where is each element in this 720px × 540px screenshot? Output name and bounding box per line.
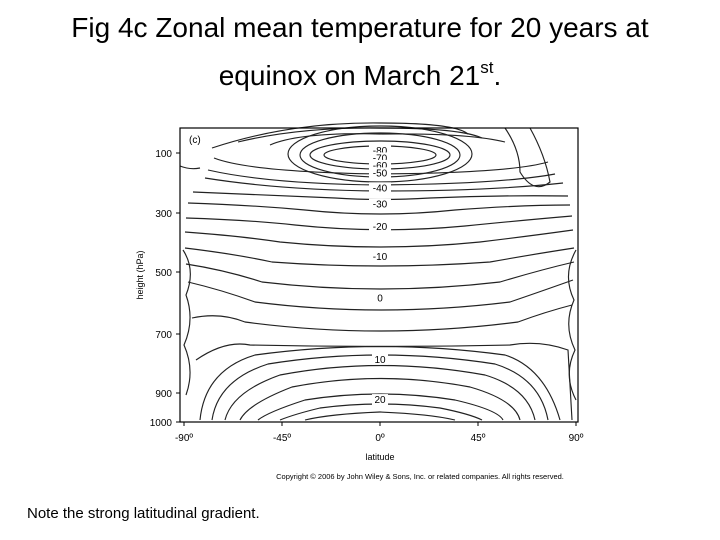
y-tick-label: 100 — [155, 149, 172, 160]
slide-note: Note the strong latitudinal gradient. — [27, 505, 260, 522]
contour-label-bg — [369, 167, 391, 179]
contour-label-bg — [372, 394, 388, 406]
contour-label: -30 — [373, 200, 388, 211]
y-tick-label: 500 — [155, 268, 172, 279]
contour-label-bg — [375, 292, 385, 304]
contour-label-bg — [369, 152, 391, 164]
x-axis-label: latitude — [365, 452, 394, 462]
x-tick-label: 90º — [569, 433, 584, 444]
contour-labels: -80-70-60-50 -40 -30 -20 -10 0 10 20 — [369, 145, 391, 406]
contour-label: -50 — [373, 168, 388, 179]
y-tick-label: 300 — [155, 209, 172, 220]
title-line2-end: . — [493, 60, 502, 91]
contour-label-bg — [369, 145, 391, 156]
contour-label: 0 — [377, 294, 383, 305]
y-tick-label: 900 — [155, 389, 172, 400]
x-tick-label: -45º — [273, 433, 291, 444]
title-line2-main: equinox on March 21 — [218, 60, 481, 91]
panel-label: (c) — [189, 135, 201, 146]
copyright-notice: Copyright © 2006 by John Wiley & Sons, I… — [276, 472, 564, 481]
contour-label: -70 — [373, 153, 388, 164]
plot-frame — [179, 127, 579, 423]
contour-label: 20 — [374, 395, 386, 406]
slide-title-line1: Fig 4c Zonal mean temperature for 20 yea… — [71, 12, 649, 43]
contour-label: -10 — [373, 252, 388, 263]
y-axis-label: height (hPa) — [135, 250, 145, 299]
contour-label: -60 — [373, 161, 388, 172]
contour-label-bg — [369, 221, 391, 233]
contour-label-bg — [369, 250, 391, 262]
contour-label: -20 — [373, 222, 388, 233]
x-tick-label: 45º — [471, 433, 486, 444]
contour-label: 10 — [374, 355, 386, 366]
contour-lines — [179, 122, 577, 421]
contour-label: -40 — [373, 183, 388, 194]
x-tick-label: -90º — [175, 433, 193, 444]
contour-label: -80 — [373, 146, 388, 157]
contour-label-bg — [369, 159, 391, 171]
contour-label-bg — [369, 182, 391, 194]
y-tick-label: 700 — [155, 330, 172, 341]
contour-label-bg — [369, 198, 391, 210]
tick-marks — [176, 152, 577, 426]
x-tick-label: 0º — [375, 433, 385, 444]
y-tick-label: 1000 — [150, 418, 173, 429]
contour-label-bg — [372, 353, 388, 365]
slide-title-line2: equinox on March 21st. — [0, 48, 720, 96]
title-line2-superscript: st — [480, 58, 494, 77]
